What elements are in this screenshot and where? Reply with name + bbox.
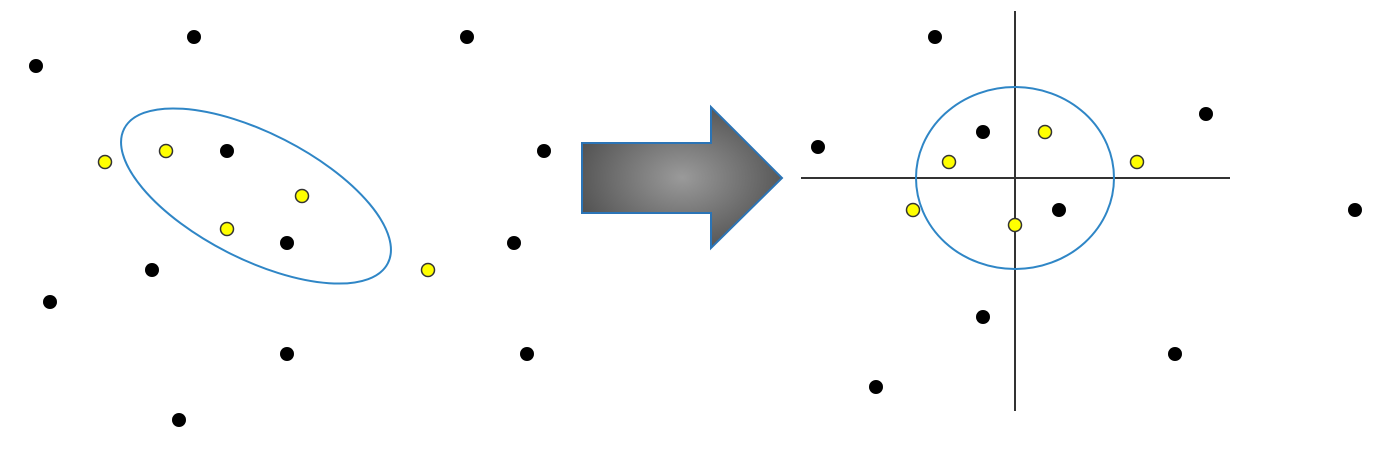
right-black-point-2	[976, 125, 990, 139]
right-black-point-4	[1052, 203, 1066, 217]
left-black-point-0	[29, 59, 43, 73]
left-yellow-point-3	[219, 221, 235, 237]
whitened-circle	[915, 86, 1115, 270]
right-black-point-8	[869, 380, 883, 394]
right-yellow-point-1	[941, 154, 957, 170]
right-yellow-point-2	[1129, 154, 1145, 170]
left-black-point-11	[172, 413, 186, 427]
left-yellow-point-4	[420, 262, 436, 278]
right-black-point-1	[811, 140, 825, 154]
right-black-point-7	[1168, 347, 1182, 361]
right-yellow-point-4	[1007, 217, 1023, 233]
left-black-point-6	[145, 263, 159, 277]
right-black-point-5	[1348, 203, 1362, 217]
left-black-point-9	[280, 347, 294, 361]
right-black-point-6	[976, 310, 990, 324]
right-yellow-point-3	[905, 202, 921, 218]
right-black-point-0	[928, 30, 942, 44]
transform-arrow	[581, 104, 784, 251]
left-black-point-10	[520, 347, 534, 361]
right-black-point-3	[1199, 107, 1213, 121]
left-black-point-4	[220, 144, 234, 158]
right-arrow-icon	[581, 104, 784, 251]
left-panel	[29, 30, 551, 427]
left-yellow-point-2	[294, 188, 310, 204]
left-black-point-2	[460, 30, 474, 44]
right-panel	[801, 11, 1362, 411]
left-yellow-point-0	[97, 154, 113, 170]
left-black-point-1	[187, 30, 201, 44]
left-black-point-3	[537, 144, 551, 158]
left-black-point-7	[507, 236, 521, 250]
covariance-ellipse	[120, 107, 392, 285]
left-yellow-point-1	[158, 143, 174, 159]
right-yellow-point-0	[1037, 124, 1053, 140]
left-black-point-8	[43, 295, 57, 309]
left-black-point-5	[280, 236, 294, 250]
